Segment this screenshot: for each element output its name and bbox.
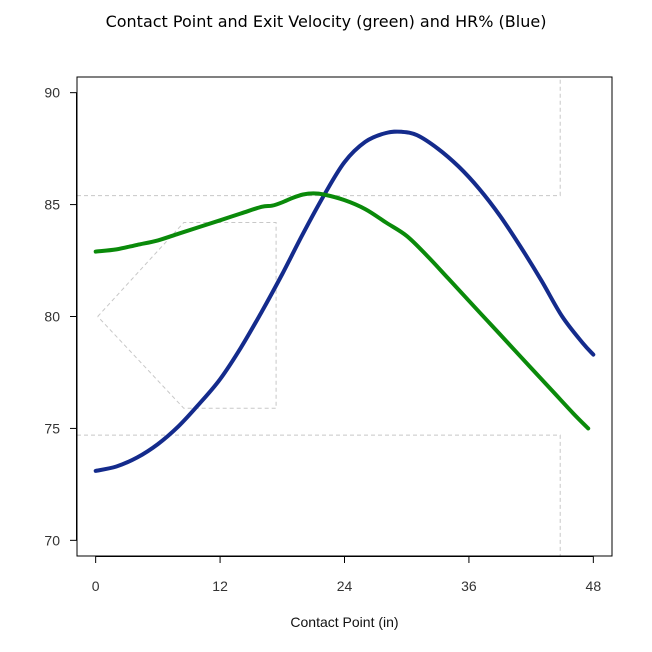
x-axis-label: Contact Point (in) <box>290 614 398 630</box>
overlay-polyline-2 <box>77 434 561 556</box>
green-series-line <box>93 191 591 431</box>
y-tick-label: 80 <box>44 309 60 325</box>
chart-title: Contact Point and Exit Velocity (green) … <box>105 12 547 31</box>
y-tick-label: 75 <box>44 420 60 436</box>
x-tick-label: 48 <box>586 578 602 594</box>
y-tick-label: 85 <box>44 197 60 213</box>
x-tick-label: 36 <box>461 578 477 594</box>
series-layer <box>93 129 596 473</box>
y-tick-label: 70 <box>44 532 60 548</box>
plot-frame <box>76 76 613 557</box>
x-tick-label: 24 <box>337 578 353 594</box>
overlay-pentagon-0 <box>97 222 277 409</box>
blue-series-line <box>93 129 596 473</box>
x-tick-label: 0 <box>92 578 100 594</box>
overlay-polyline-1 <box>77 77 561 197</box>
x-tick-label: 12 <box>212 578 228 594</box>
y-axis: 70 75 80 85 90 <box>44 85 77 548</box>
y-tick-label: 90 <box>44 85 60 101</box>
x-axis: 0 12 24 36 48 <box>92 556 602 594</box>
overlay-layer <box>77 77 561 556</box>
